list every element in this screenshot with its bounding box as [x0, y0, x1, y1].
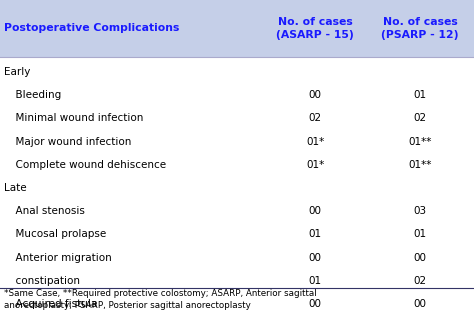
Text: Acquired fistula: Acquired fistula	[9, 299, 97, 309]
Text: Anal stenosis: Anal stenosis	[9, 206, 84, 216]
Text: 01*: 01*	[306, 160, 324, 170]
Text: 01*: 01*	[306, 137, 324, 147]
Text: 01: 01	[414, 90, 427, 100]
Text: 01: 01	[414, 229, 427, 239]
Text: 01: 01	[309, 276, 322, 286]
Text: 03: 03	[414, 206, 427, 216]
Text: Bleeding: Bleeding	[9, 90, 61, 100]
Text: 02: 02	[309, 113, 322, 124]
Text: 00: 00	[414, 253, 427, 263]
Text: 00: 00	[414, 299, 427, 309]
Text: *Same Case, **Required protective colostomy; ASARP, Anterior sagittal
anorectopl: *Same Case, **Required protective colost…	[4, 289, 317, 310]
Text: 00: 00	[309, 299, 322, 309]
Text: No. of cases
(PSARP - 12): No. of cases (PSARP - 12)	[382, 17, 459, 40]
Text: Early: Early	[4, 67, 30, 77]
Text: 01: 01	[309, 229, 322, 239]
Text: Anterior migration: Anterior migration	[9, 253, 111, 263]
Text: Major wound infection: Major wound infection	[9, 137, 131, 147]
Text: Mucosal prolapse: Mucosal prolapse	[9, 229, 106, 239]
Text: 00: 00	[309, 90, 322, 100]
Text: constipation: constipation	[9, 276, 80, 286]
Text: 00: 00	[309, 253, 322, 263]
Text: Postoperative Complications: Postoperative Complications	[4, 23, 179, 33]
Text: Late: Late	[4, 183, 27, 193]
Text: Complete wound dehiscence: Complete wound dehiscence	[9, 160, 165, 170]
Bar	[0, 0, 474, 57]
Text: 02: 02	[414, 113, 427, 124]
Text: No. of cases
(ASARP - 15): No. of cases (ASARP - 15)	[276, 17, 354, 40]
Text: 02: 02	[414, 276, 427, 286]
Text: 00: 00	[309, 206, 322, 216]
Text: Minimal wound infection: Minimal wound infection	[9, 113, 143, 124]
Text: 01**: 01**	[409, 160, 432, 170]
Text: 01**: 01**	[409, 137, 432, 147]
